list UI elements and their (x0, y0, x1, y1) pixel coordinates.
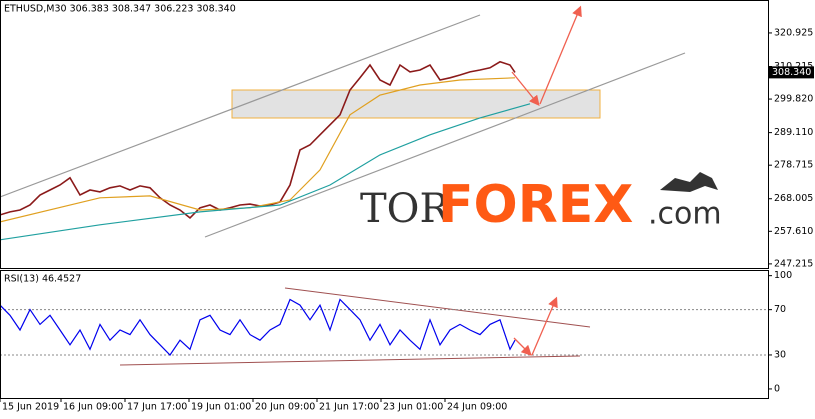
rsi-title: RSI(13) 46.4527 (4, 274, 81, 285)
logo-suffix: .com (648, 197, 722, 232)
y-tick-label: 30 (774, 349, 786, 360)
channel-upper (0, 14, 481, 198)
y-tick-label: 247.215 (774, 258, 813, 269)
series-line (0, 77, 516, 223)
y-tick-label: 320.925 (774, 27, 813, 38)
x-tick-label: 23 Jun 01:00 (383, 402, 443, 413)
price-frame (0, 0, 769, 269)
y-tick-label: 257.610 (774, 226, 813, 237)
rsi-trend-lower (119, 355, 581, 366)
logo-brand: FOREX (438, 175, 633, 235)
x-tick-label: 16 Jun 09:00 (63, 402, 123, 413)
rsi-frame (0, 270, 769, 399)
y-tick-label: 299.820 (774, 94, 813, 105)
x-tick-label: 21 Jun 17:00 (319, 402, 379, 413)
price-title: ETHUSD,M30 306.383 308.347 306.223 308.3… (4, 4, 236, 15)
y-tick-label: 289.110 (774, 127, 813, 138)
channel-lower (204, 52, 686, 238)
y-tick-label: 0 (774, 383, 780, 394)
arrow-down (511, 71, 540, 107)
series-line (0, 103, 531, 241)
y-tick-label: 100 (774, 270, 792, 281)
support-zone (231, 89, 601, 119)
rsi-trend-upper (284, 287, 591, 328)
series-line (0, 298, 516, 356)
x-tick-label: 15 Jun 2019 (2, 402, 59, 413)
arrow-up (539, 5, 582, 105)
y-tick-label: 268.005 (774, 193, 813, 204)
x-tick-label: 19 Jun 01:00 (191, 402, 251, 413)
rsi-arrow-down (513, 337, 532, 356)
current-price-box (768, 66, 814, 79)
x-tick-label: 24 Jun 09:00 (447, 402, 507, 413)
rsi-arrow-up (531, 296, 558, 356)
y-tick-label: 70 (774, 304, 786, 315)
current-price-label: 308.340 (772, 67, 811, 78)
logo-prefix: TOR (360, 186, 451, 232)
y-tick-label: 278.715 (774, 160, 813, 171)
x-tick-label: 20 Jun 09:00 (255, 402, 315, 413)
plot-layer: 320.925310.215299.820289.110278.715268.0… (0, 27, 814, 413)
logo-bull (660, 172, 718, 192)
x-tick-label: 17 Jun 17:00 (127, 402, 187, 413)
